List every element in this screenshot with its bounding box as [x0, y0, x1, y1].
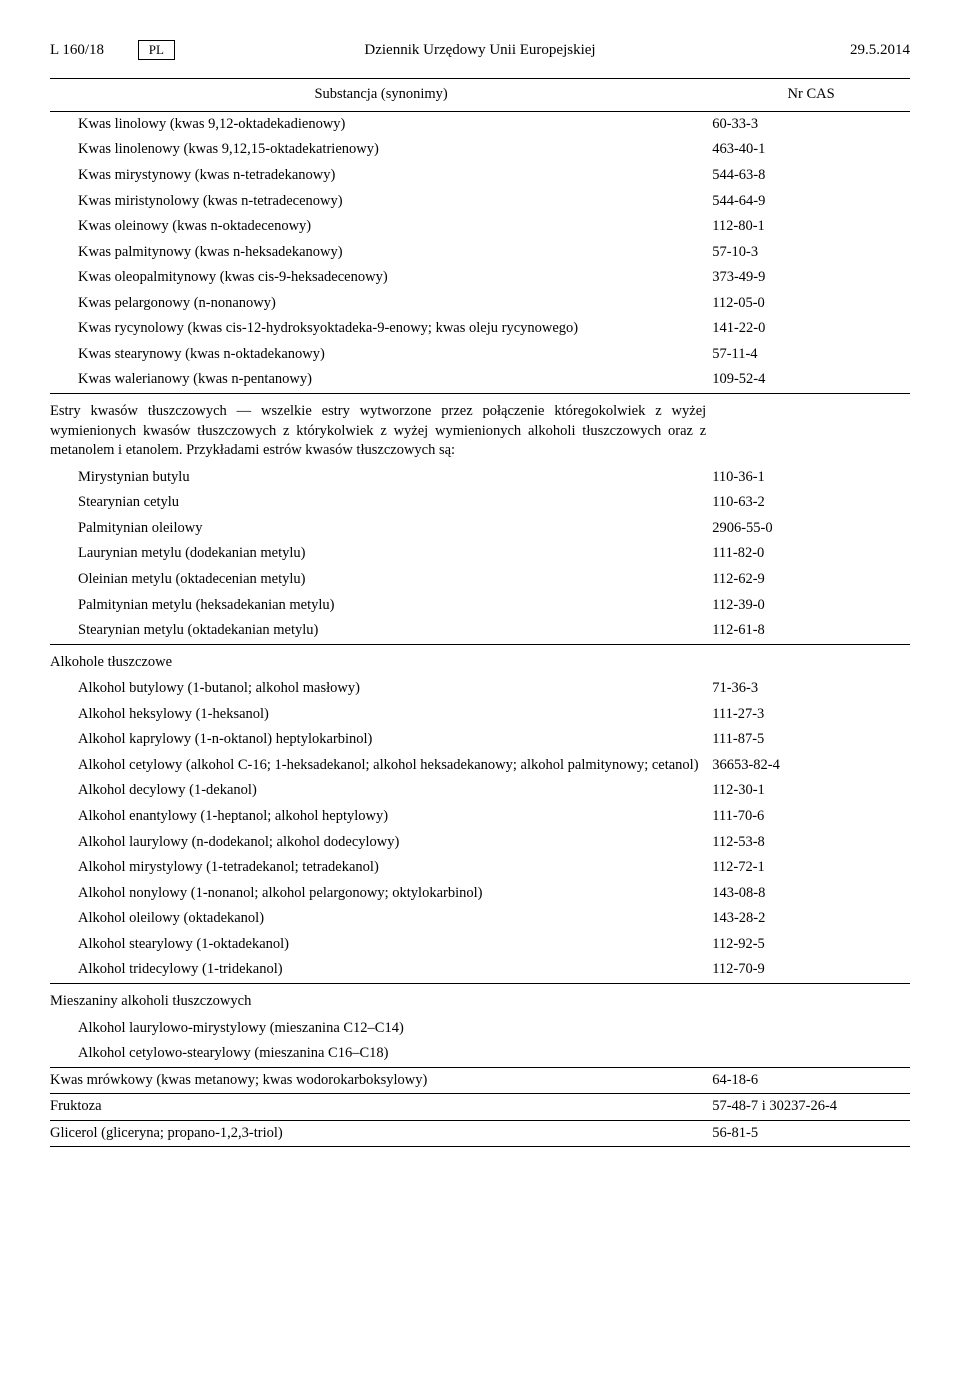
cas-number: 112-72-1	[712, 855, 910, 881]
substance-name: Kwas mrówkowy (kwas metanowy; kwas wodor…	[50, 1067, 712, 1094]
cas-number: 36653-82-4	[712, 753, 910, 779]
substance-name: Kwas rycynolowy (kwas cis-12-hydroksyokt…	[50, 316, 712, 342]
substance-name: Oleinian metylu (oktadecenian metylu)	[50, 567, 712, 593]
cas-number: 544-64-9	[712, 189, 910, 215]
page-ref: L 160/18	[50, 42, 104, 58]
substance-name: Alkohol enantylowy (1-heptanol; alkohol …	[50, 804, 712, 830]
cas-number: 463-40-1	[712, 137, 910, 163]
substance-name: Kwas oleinowy (kwas n-oktadecenowy)	[50, 214, 712, 240]
cas-number: 143-08-8	[712, 881, 910, 907]
cas-number: 60-33-3	[712, 112, 910, 138]
journal-title: Dziennik Urzędowy Unii Europejskiej	[180, 40, 780, 60]
substance-name: Alkohol kaprylowy (1-n-oktanol) heptylok…	[50, 727, 712, 753]
substance-name: Alkohol laurylowy (n-dodekanol; alkohol …	[50, 830, 712, 856]
substance-name: Stearynian cetylu	[50, 490, 712, 516]
cas-number: 111-70-6	[712, 804, 910, 830]
cas-number: 57-10-3	[712, 240, 910, 266]
cas-number: 71-36-3	[712, 676, 910, 702]
cas-number: 112-39-0	[712, 593, 910, 619]
cas-number: 57-11-4	[712, 342, 910, 368]
substance-name: Alkohol butylowy (1-butanol; alkohol mas…	[50, 676, 712, 702]
substance-name: Stearynian metylu (oktadekanian metylu)	[50, 618, 712, 644]
empty-cell	[712, 394, 910, 465]
page-header: L 160/18 PL Dziennik Urzędowy Unii Europ…	[50, 40, 910, 60]
substance-name: Fruktoza	[50, 1094, 712, 1121]
section-intro: Estry kwasów tłuszczowych — wszelkie est…	[50, 394, 712, 465]
substance-name: Kwas miristynolowy (kwas n-tetradecenowy…	[50, 189, 712, 215]
substance-name: Alkohol oleilowy (oktadekanol)	[50, 906, 712, 932]
cas-number: 112-61-8	[712, 618, 910, 644]
cas-number: 112-53-8	[712, 830, 910, 856]
cas-number	[712, 1041, 910, 1067]
substance-name: Kwas walerianowy (kwas n-pentanowy)	[50, 367, 712, 393]
cas-number: 111-82-0	[712, 541, 910, 567]
cas-number: 373-49-9	[712, 265, 910, 291]
col-cas: Nr CAS	[712, 79, 910, 112]
substance-name: Mirystynian butylu	[50, 465, 712, 491]
cas-number: 110-36-1	[712, 465, 910, 491]
cas-number: 57-48-7 i 30237-26-4	[712, 1094, 910, 1121]
substance-name: Palmitynian metylu (heksadekanian metylu…	[50, 593, 712, 619]
substance-name: Kwas linolowy (kwas 9,12-oktadekadienowy…	[50, 112, 712, 138]
substance-name: Kwas stearynowy (kwas n-oktadekanowy)	[50, 342, 712, 368]
substance-name: Alkohol tridecylowy (1-tridekanol)	[50, 957, 712, 983]
section-intro: Alkohole tłuszczowe	[50, 644, 910, 676]
header-date: 29.5.2014	[780, 40, 910, 60]
cas-number	[712, 1016, 910, 1042]
substance-name: Alkohol cetylowy (alkohol C-16; 1-heksad…	[50, 753, 712, 779]
substance-name: Kwas palmitynowy (kwas n-heksadekanowy)	[50, 240, 712, 266]
substance-name: Alkohol nonylowy (1-nonanol; alkohol pel…	[50, 881, 712, 907]
cas-number: 111-27-3	[712, 702, 910, 728]
substance-name: Glicerol (gliceryna; propano-1,2,3-triol…	[50, 1120, 712, 1147]
cas-number: 111-87-5	[712, 727, 910, 753]
cas-number: 112-80-1	[712, 214, 910, 240]
cas-number: 110-63-2	[712, 490, 910, 516]
cas-number: 112-62-9	[712, 567, 910, 593]
cas-number: 112-05-0	[712, 291, 910, 317]
header-left: L 160/18 PL	[50, 40, 180, 60]
substance-name: Alkohol cetylowo-stearylowy (mieszanina …	[50, 1041, 712, 1067]
substance-name: Kwas linolenowy (kwas 9,12,15-oktadekatr…	[50, 137, 712, 163]
cas-number: 109-52-4	[712, 367, 910, 393]
substance-name: Kwas mirystynowy (kwas n-tetradekanowy)	[50, 163, 712, 189]
substance-name: Alkohol laurylowo-mirystylowy (mieszanin…	[50, 1016, 712, 1042]
cas-number: 112-92-5	[712, 932, 910, 958]
substance-name: Alkohol stearylowy (1-oktadekanol)	[50, 932, 712, 958]
substances-table: Substancja (synonimy)Nr CASKwas linolowy…	[50, 78, 910, 1147]
substance-name: Kwas pelargonowy (n-nonanowy)	[50, 291, 712, 317]
substance-name: Alkohol heksylowy (1-heksanol)	[50, 702, 712, 728]
substance-name: Laurynian metylu (dodekanian metylu)	[50, 541, 712, 567]
cas-number: 112-30-1	[712, 778, 910, 804]
substance-name: Kwas oleopalmitynowy (kwas cis-9-heksade…	[50, 265, 712, 291]
substance-name: Palmitynian oleilowy	[50, 516, 712, 542]
col-name: Substancja (synonimy)	[50, 79, 712, 112]
cas-number: 2906-55-0	[712, 516, 910, 542]
cas-number: 56-81-5	[712, 1120, 910, 1147]
cas-number: 143-28-2	[712, 906, 910, 932]
cas-number: 544-63-8	[712, 163, 910, 189]
cas-number: 112-70-9	[712, 957, 910, 983]
cas-number: 141-22-0	[712, 316, 910, 342]
cas-number: 64-18-6	[712, 1067, 910, 1094]
substance-name: Alkohol mirystylowy (1-tetradekanol; tet…	[50, 855, 712, 881]
section-intro: Mieszaniny alkoholi tłuszczowych	[50, 983, 910, 1015]
substance-name: Alkohol decylowy (1-dekanol)	[50, 778, 712, 804]
lang-box: PL	[138, 40, 175, 60]
